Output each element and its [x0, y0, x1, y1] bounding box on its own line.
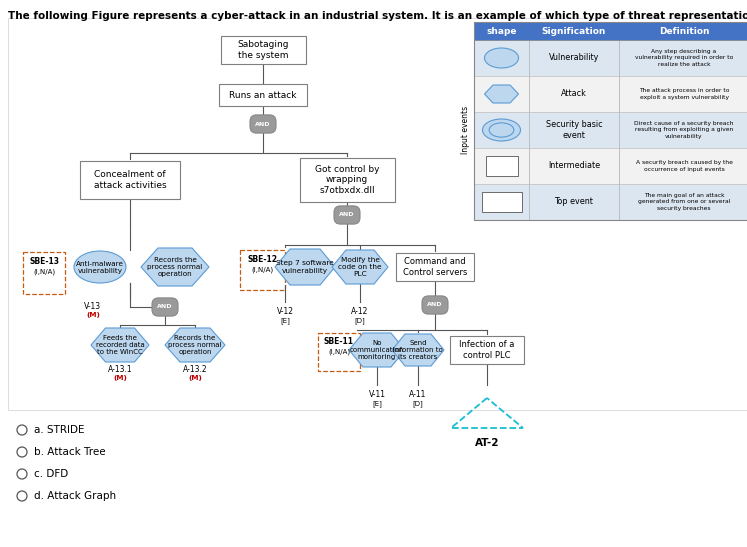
FancyBboxPatch shape — [474, 22, 747, 40]
FancyBboxPatch shape — [529, 40, 619, 76]
Text: No
communication
monitoring: No communication monitoring — [350, 340, 404, 360]
Text: Intermediate: Intermediate — [548, 161, 600, 171]
FancyBboxPatch shape — [529, 184, 619, 220]
Text: Records the
process normal
operation: Records the process normal operation — [147, 257, 202, 277]
Text: Modify the
code on the
PLC: Modify the code on the PLC — [338, 257, 382, 277]
FancyBboxPatch shape — [334, 206, 360, 224]
Text: V-12: V-12 — [276, 307, 294, 316]
Ellipse shape — [485, 48, 518, 68]
FancyBboxPatch shape — [482, 192, 521, 212]
Ellipse shape — [74, 251, 126, 283]
Ellipse shape — [489, 123, 514, 137]
Text: a. STRIDE: a. STRIDE — [34, 425, 84, 435]
FancyBboxPatch shape — [529, 112, 619, 148]
Text: AT-2: AT-2 — [475, 438, 499, 448]
Text: (Ι,N/A): (Ι,N/A) — [33, 269, 55, 275]
Text: (Ι,N/A): (Ι,N/A) — [251, 267, 273, 274]
FancyBboxPatch shape — [529, 76, 619, 112]
FancyBboxPatch shape — [220, 36, 306, 64]
Polygon shape — [141, 248, 209, 286]
FancyBboxPatch shape — [619, 184, 747, 220]
Text: AND: AND — [255, 121, 270, 126]
Ellipse shape — [483, 119, 521, 141]
Text: Vulnerability: Vulnerability — [549, 54, 599, 62]
FancyBboxPatch shape — [486, 156, 518, 176]
Text: [D]: [D] — [355, 317, 365, 324]
Text: Infection of a
control PLC: Infection of a control PLC — [459, 340, 515, 360]
Text: SBE-11: SBE-11 — [324, 337, 354, 346]
Text: V-13: V-13 — [84, 302, 102, 311]
FancyBboxPatch shape — [474, 184, 529, 220]
Polygon shape — [485, 85, 518, 103]
FancyBboxPatch shape — [450, 336, 524, 364]
FancyBboxPatch shape — [474, 112, 529, 148]
Text: Security basic
event: Security basic event — [546, 120, 602, 139]
FancyBboxPatch shape — [396, 253, 474, 281]
Text: Concealment of
attack activities: Concealment of attack activities — [93, 170, 167, 190]
Text: Signification: Signification — [542, 26, 606, 36]
Text: A security breach caused by the
occurrence of input events: A security breach caused by the occurren… — [636, 160, 733, 172]
Text: d. Attack Graph: d. Attack Graph — [34, 491, 116, 501]
Text: Got control by
wrapping
s7otbxdx.dll: Got control by wrapping s7otbxdx.dll — [314, 165, 379, 195]
FancyBboxPatch shape — [250, 115, 276, 133]
Text: A-11: A-11 — [409, 390, 427, 399]
FancyBboxPatch shape — [474, 40, 529, 76]
Text: Anti-malware
vulnerability: Anti-malware vulnerability — [76, 260, 124, 274]
Text: Send
information to
its creators: Send information to its creators — [393, 340, 443, 360]
Polygon shape — [91, 328, 149, 362]
FancyBboxPatch shape — [422, 296, 448, 314]
Polygon shape — [392, 334, 444, 366]
Text: (M): (M) — [188, 375, 202, 381]
Text: SBE-13: SBE-13 — [29, 258, 59, 266]
FancyBboxPatch shape — [529, 148, 619, 184]
Text: (M): (M) — [86, 312, 100, 318]
Text: Definition: Definition — [659, 26, 709, 36]
Text: Command and
Control servers: Command and Control servers — [403, 257, 467, 277]
FancyBboxPatch shape — [474, 76, 529, 112]
Text: Records the
process normal
operation: Records the process normal operation — [168, 335, 222, 355]
Text: c. DFD: c. DFD — [34, 469, 68, 479]
Text: [D]: [D] — [412, 400, 424, 407]
Text: The main goal of an attack
generated from one or several
security breaches: The main goal of an attack generated fro… — [638, 193, 730, 211]
FancyBboxPatch shape — [619, 76, 747, 112]
FancyBboxPatch shape — [219, 84, 307, 106]
FancyBboxPatch shape — [619, 148, 747, 184]
Text: AND: AND — [339, 212, 355, 218]
Text: Attack: Attack — [561, 90, 587, 98]
FancyBboxPatch shape — [152, 298, 178, 316]
Text: (Ι,N/A): (Ι,N/A) — [328, 349, 350, 355]
Text: SBE-12: SBE-12 — [247, 255, 277, 265]
Text: [E]: [E] — [280, 317, 290, 324]
Text: AND: AND — [158, 305, 173, 310]
Text: A-13.2: A-13.2 — [183, 365, 208, 374]
Polygon shape — [275, 249, 335, 285]
Text: shape: shape — [486, 26, 517, 36]
Text: Runs an attack: Runs an attack — [229, 90, 297, 100]
Text: A-12: A-12 — [351, 307, 369, 316]
Polygon shape — [165, 328, 225, 362]
Text: Step 7 software
vulnerability: Step 7 software vulnerability — [276, 260, 334, 274]
FancyBboxPatch shape — [619, 112, 747, 148]
Text: A-13.1: A-13.1 — [108, 365, 132, 374]
FancyBboxPatch shape — [619, 40, 747, 76]
Text: Sabotaging
the system: Sabotaging the system — [238, 40, 289, 60]
Text: b. Attack Tree: b. Attack Tree — [34, 447, 105, 457]
Text: V-11: V-11 — [368, 390, 385, 399]
Text: Direct cause of a security breach
resulting from exploiting a given
vulnerabilit: Direct cause of a security breach result… — [634, 121, 734, 139]
Text: (M): (M) — [113, 375, 127, 381]
Polygon shape — [332, 250, 388, 284]
Text: [E]: [E] — [372, 400, 382, 407]
Text: AND: AND — [427, 302, 443, 307]
FancyBboxPatch shape — [474, 148, 529, 184]
Text: Input events: Input events — [462, 106, 471, 154]
FancyBboxPatch shape — [300, 158, 394, 202]
Text: The following Figure represents a cyber-attack in an industrial system. It is an: The following Figure represents a cyber-… — [8, 11, 747, 21]
Text: Feeds the
recorded data
to the WinCC: Feeds the recorded data to the WinCC — [96, 335, 144, 355]
FancyBboxPatch shape — [80, 161, 180, 199]
Polygon shape — [349, 333, 405, 367]
Text: The attack process in order to
exploit a system vulnerability: The attack process in order to exploit a… — [639, 88, 729, 100]
Text: Top event: Top event — [554, 197, 593, 207]
Text: Any step describing a
vulnerability required in order to
realize the attack: Any step describing a vulnerability requ… — [635, 49, 734, 67]
